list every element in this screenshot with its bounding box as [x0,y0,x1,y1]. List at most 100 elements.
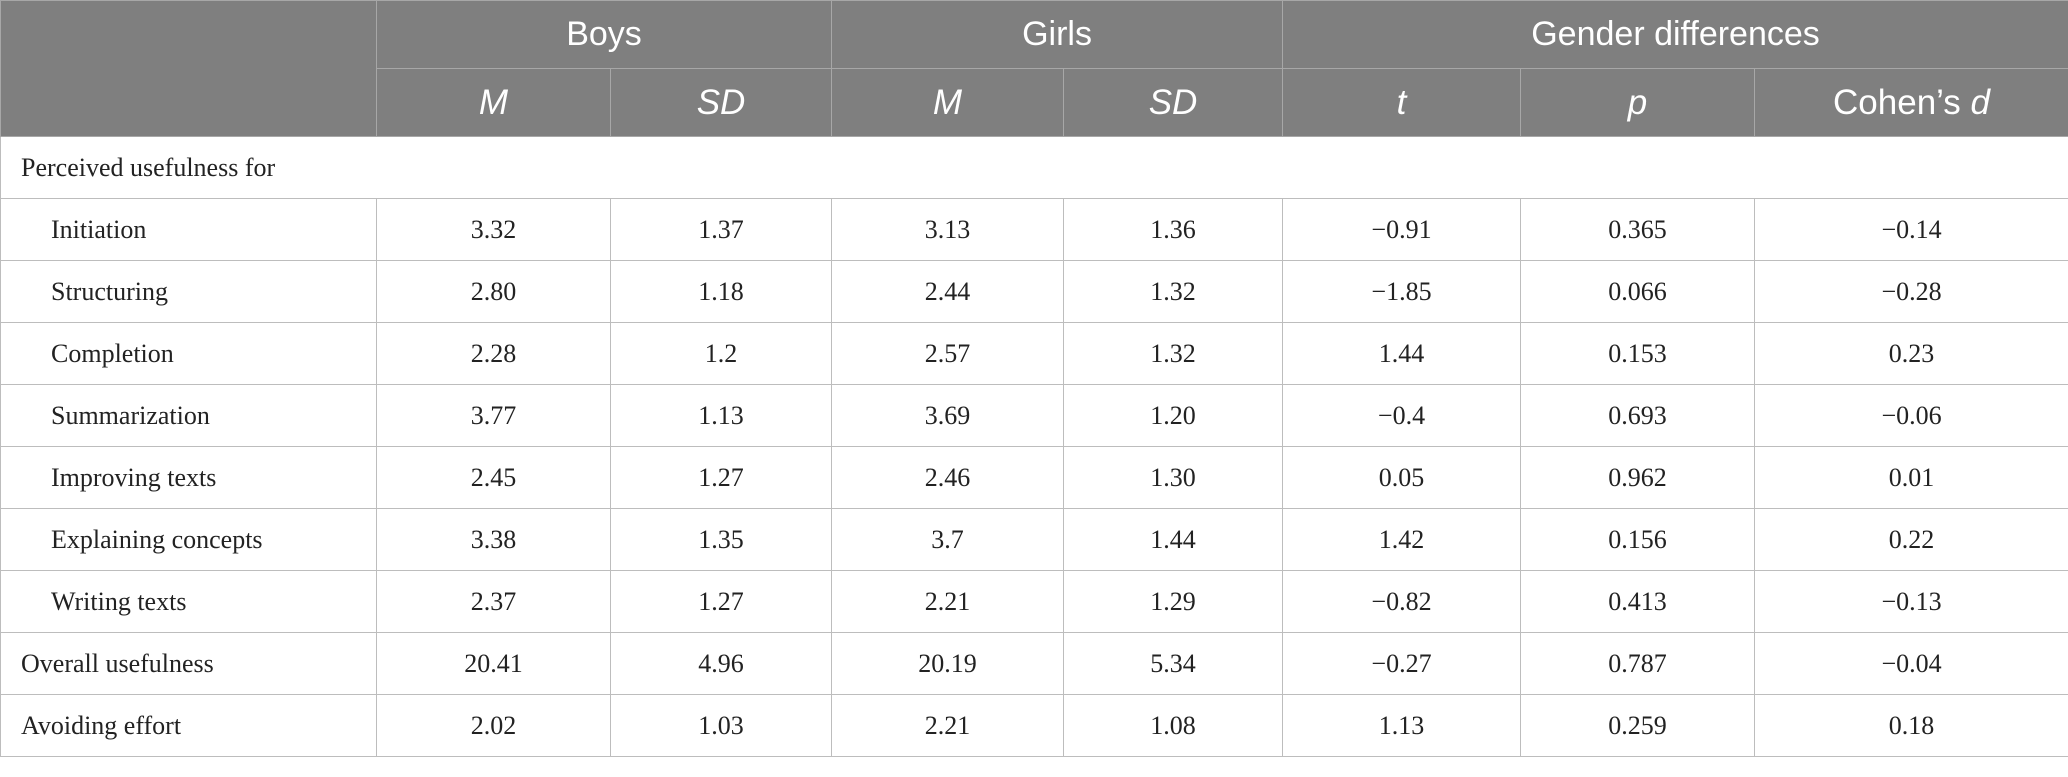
row-label: Avoiding effort [0,694,377,757]
cell-boys-mean: 2.45 [376,446,611,509]
cell-girls-mean: 2.44 [831,260,1064,323]
cell-p: 0.693 [1520,384,1756,447]
table-row: Summarization 3.77 1.13 3.69 1.20 −0.4 0.693 −0… [0,384,2068,447]
cell-girls-sd: 1.20 [1062,384,1284,447]
cell-girls-sd: 1.30 [1062,446,1284,509]
cell-girls-mean: 2.21 [831,694,1064,757]
cell-t: −0.4 [1282,384,1522,447]
header-cohens-prefix: Cohen’s [1833,82,1971,122]
header-boys-mean: M [376,68,611,137]
cell-boys-sd: 1.18 [610,260,832,323]
cell-p: 0.153 [1520,322,1756,385]
cell-boys-sd: 1.27 [610,446,832,509]
cell-t: −0.27 [1282,632,1522,695]
row-label: Initiation [0,198,377,261]
cell-boys-sd: 1.03 [610,694,832,757]
cell-p: 0.962 [1520,446,1756,509]
cell-cohens-d: −0.13 [1754,570,2068,633]
section-row: Perceived usefulness for [0,136,2068,199]
gender-differences-table: Boys Girls Gender differences M SD M SD … [0,0,2068,757]
cell-t: 1.13 [1282,694,1522,757]
cell-p: 0.066 [1520,260,1756,323]
cell-girls-mean: 2.46 [831,446,1064,509]
header-group-row: Boys Girls Gender differences [0,0,2068,137]
cell-cohens-d: −0.28 [1754,260,2068,323]
cell-t: 1.42 [1282,508,1522,571]
header-subcolumn-label: d [1970,82,1991,122]
header-group-boys: Boys [376,0,832,69]
row-label: Summarization [0,384,377,447]
cell-boys-mean: 3.77 [376,384,611,447]
header-subcolumn-label: M [478,82,509,122]
header-subcolumn-row: M SD M SD t p Cohen’s d [1,68,2068,137]
cell-boys-mean: 2.28 [376,322,611,385]
cell-p: 0.259 [1520,694,1756,757]
cell-cohens-d: 0.23 [1754,322,2068,385]
header-subcolumn-label: p [1627,82,1648,122]
table-row: Improving texts 2.45 1.27 2.46 1.30 0.05 0.962… [0,446,2068,509]
cell-t: 0.05 [1282,446,1522,509]
cell-boys-mean: 20.41 [376,632,611,695]
cell-cohens-d: 0.22 [1754,508,2068,571]
cell-boys-sd: 1.2 [610,322,832,385]
cell-cohens-d: −0.06 [1754,384,2068,447]
row-label: Writing texts [0,570,377,633]
row-label: Completion [0,322,377,385]
cell-girls-mean: 3.69 [831,384,1064,447]
header-subcolumn-label: SD [696,82,746,122]
cell-girls-mean: 3.7 [831,508,1064,571]
cell-girls-sd: 1.44 [1062,508,1284,571]
cell-girls-sd: 1.36 [1062,198,1284,261]
cell-boys-mean: 2.37 [376,570,611,633]
cell-p: 0.787 [1520,632,1756,695]
cell-girls-mean: 20.19 [831,632,1064,695]
section-label: Perceived usefulness for [0,136,2068,199]
cell-t: 1.44 [1282,322,1522,385]
cell-boys-mean: 2.02 [376,694,611,757]
header-p-value: p [1520,68,1756,137]
table-row: Explaining concepts 3.38 1.35 3.7 1.44 1.42 0.… [0,508,2068,571]
table-row: Overall usefulness 20.41 4.96 20.19 5.34 −0.2… [0,632,2068,695]
row-label: Structuring [0,260,377,323]
cell-cohens-d: 0.01 [1754,446,2068,509]
header-girls-mean: M [831,68,1064,137]
table-row: Writing texts 2.37 1.27 2.21 1.29 −0.82 0.413−… [0,570,2068,633]
cell-girls-sd: 5.34 [1062,632,1284,695]
cell-boys-mean: 3.38 [376,508,611,571]
cell-t: −0.82 [1282,570,1522,633]
table-row: Avoiding effort 2.02 1.03 2.21 1.08 1.13 0.259… [0,694,2068,757]
cell-boys-sd: 1.35 [610,508,832,571]
cell-boys-sd: 1.27 [610,570,832,633]
header-group-gender-differences: Gender differences [1282,0,2068,69]
cell-girls-sd: 1.32 [1062,322,1284,385]
table-row: Initiation 3.32 1.37 3.13 1.36 −0.91 0.365 −0.1… [0,198,2068,261]
cell-cohens-d: 0.18 [1754,694,2068,757]
cell-boys-mean: 3.32 [376,198,611,261]
cell-boys-mean: 2.80 [376,260,611,323]
cell-p: 0.365 [1520,198,1756,261]
header-group-girls: Girls [830,0,1284,69]
cell-girls-mean: 3.13 [831,198,1064,261]
header-subcolumn-label: M [932,82,963,122]
table-row: Completion 2.28 1.2 2.57 1.32 1.44 0.153 0.23 [0,322,2068,385]
cell-girls-sd: 1.32 [1062,260,1284,323]
cell-girls-sd: 1.29 [1062,570,1284,633]
row-label: Overall usefulness [0,632,377,695]
cell-boys-sd: 1.37 [610,198,832,261]
cell-t: −0.91 [1282,198,1522,261]
table-body: Perceived usefulness for Initiation 3.32 1… [0,136,2068,757]
header-cohens-d: Cohen’s d [1754,68,2068,137]
row-label: Improving texts [0,446,377,509]
header-corner-cell [0,0,377,137]
cell-boys-sd: 4.96 [610,632,832,695]
header-subcolumn-label: SD [1148,82,1198,122]
header-boys-sd: SD [610,68,832,137]
cell-girls-mean: 2.57 [831,322,1064,385]
row-label: Explaining concepts [0,508,377,571]
header-girls-sd: SD [1062,68,1284,137]
cell-p: 0.156 [1520,508,1756,571]
table-row: Structuring 2.80 1.18 2.44 1.32 −1.85 0.066 −0.… [0,260,2068,323]
header-t-statistic: t [1282,68,1522,137]
header-subcolumn-label: t [1396,82,1407,122]
cell-cohens-d: −0.04 [1754,632,2068,695]
